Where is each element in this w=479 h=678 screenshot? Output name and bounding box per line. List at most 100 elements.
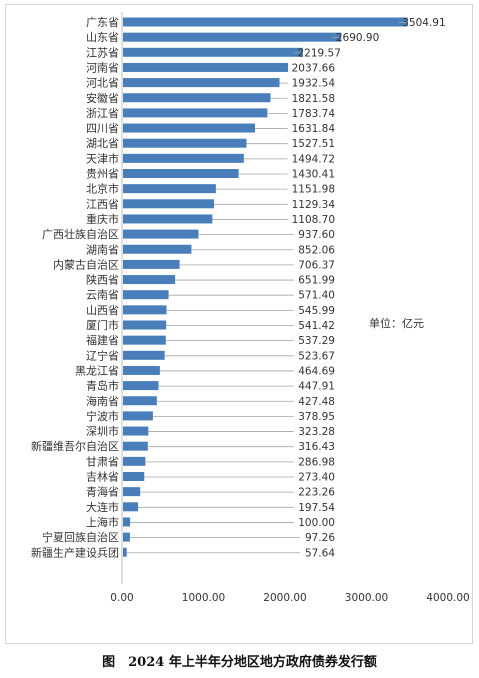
bar xyxy=(123,305,167,315)
bar xyxy=(123,153,244,163)
category-label: 新疆生产建设兵团 xyxy=(31,545,119,559)
data-label: 286.98 xyxy=(298,456,335,468)
chart-caption: 图 2024 年上半年分地区地方政府债券发行额 xyxy=(102,655,377,670)
category-label: 北京市 xyxy=(86,182,119,196)
bar xyxy=(123,426,149,436)
data-label: 523.67 xyxy=(298,350,335,362)
data-label: 852.06 xyxy=(298,244,335,256)
bar xyxy=(123,517,131,527)
data-label: 273.40 xyxy=(298,472,335,484)
data-label: 447.91 xyxy=(298,381,335,393)
bar xyxy=(123,335,166,345)
bar xyxy=(123,78,280,88)
data-label: 1527.51 xyxy=(292,138,335,150)
category-label: 天津市 xyxy=(86,151,119,165)
bar xyxy=(123,169,239,178)
category-label: 青海省 xyxy=(86,485,119,499)
bar xyxy=(123,487,141,497)
bar xyxy=(123,214,213,224)
bar xyxy=(123,275,176,285)
category-label: 江苏省 xyxy=(86,46,119,59)
data-label: 97.26 xyxy=(305,532,335,544)
category-label: 浙江省 xyxy=(86,107,119,120)
category-label: 贵州省 xyxy=(86,168,119,181)
bar xyxy=(123,365,160,375)
category-label: 黑龙江省 xyxy=(75,364,119,377)
data-label: 1151.98 xyxy=(292,184,335,196)
x-tick-label: 1000.00 xyxy=(182,592,225,604)
bar xyxy=(123,350,165,360)
category-label: 安徽省 xyxy=(86,91,119,105)
category-label: 四川省 xyxy=(86,122,119,135)
bar xyxy=(123,244,192,254)
category-label: 河北省 xyxy=(86,77,119,90)
bar xyxy=(123,411,153,421)
data-label: 223.26 xyxy=(298,487,335,499)
data-label: 100.00 xyxy=(298,517,335,529)
category-label: 云南省 xyxy=(86,289,119,302)
category-label: 宁波市 xyxy=(86,409,119,423)
unit-label: 单位：亿元 xyxy=(369,317,424,330)
bar xyxy=(123,229,199,239)
bar xyxy=(123,93,271,103)
data-label: 1129.34 xyxy=(292,199,336,211)
data-label: 2219.57 xyxy=(297,47,340,59)
data-label: 378.95 xyxy=(298,411,335,423)
category-label: 湖南省 xyxy=(86,243,119,256)
data-label: 2690.90 xyxy=(336,32,379,44)
bar xyxy=(123,138,247,148)
data-label: 937.60 xyxy=(298,229,335,241)
category-label: 甘肃省 xyxy=(86,455,119,468)
category-label: 辽宁省 xyxy=(86,348,119,362)
category-label: 湖北省 xyxy=(86,137,119,150)
category-label: 山东省 xyxy=(86,31,119,44)
data-label: 57.64 xyxy=(305,547,335,559)
data-label: 1108.70 xyxy=(292,214,335,226)
category-label: 山西省 xyxy=(86,304,119,317)
bar xyxy=(123,441,148,451)
category-label: 新疆维吾尔自治区 xyxy=(31,439,119,453)
data-label: 537.29 xyxy=(298,335,335,347)
category-label: 广东省 xyxy=(86,16,119,29)
category-label: 上海市 xyxy=(86,515,119,529)
bar xyxy=(123,532,130,542)
bar xyxy=(123,502,139,512)
category-label: 重庆市 xyxy=(86,212,119,226)
category-label: 陕西省 xyxy=(86,273,119,287)
bar xyxy=(123,108,268,118)
x-tick-label: 0.00 xyxy=(110,592,133,604)
bar xyxy=(123,472,145,481)
x-tick-label: 3000.00 xyxy=(345,592,388,604)
data-label: 1932.54 xyxy=(292,78,336,90)
data-label: 651.99 xyxy=(298,275,335,287)
bar xyxy=(123,123,255,133)
category-label: 青岛市 xyxy=(86,379,119,393)
category-label: 海南省 xyxy=(86,394,119,408)
data-label: 706.37 xyxy=(298,259,335,271)
category-label: 广西壮族自治区 xyxy=(42,227,119,241)
bar xyxy=(123,199,215,209)
data-label: 197.54 xyxy=(298,502,335,514)
data-label: 1821.58 xyxy=(292,93,335,105)
category-label: 江西省 xyxy=(86,198,119,211)
bar xyxy=(123,320,167,330)
x-tick-label: 4000.00 xyxy=(426,592,469,604)
bar xyxy=(123,547,127,557)
bar xyxy=(123,62,289,72)
data-label: 1631.84 xyxy=(292,123,336,135)
data-label: 316.43 xyxy=(298,441,335,453)
bar xyxy=(123,396,157,406)
x-tick-label: 2000.00 xyxy=(263,592,306,604)
category-label: 吉林省 xyxy=(86,470,119,484)
data-label: 464.69 xyxy=(298,365,335,377)
bar xyxy=(123,47,303,57)
category-label: 福建省 xyxy=(86,333,119,347)
category-label: 宁夏回族自治区 xyxy=(42,530,119,544)
data-label: 323.28 xyxy=(298,426,335,438)
data-label: 3504.91 xyxy=(402,17,445,29)
category-label: 大连市 xyxy=(86,500,119,514)
bar xyxy=(123,32,342,42)
bar xyxy=(123,290,169,300)
data-label: 571.40 xyxy=(298,290,335,302)
data-label: 545.99 xyxy=(298,305,335,317)
